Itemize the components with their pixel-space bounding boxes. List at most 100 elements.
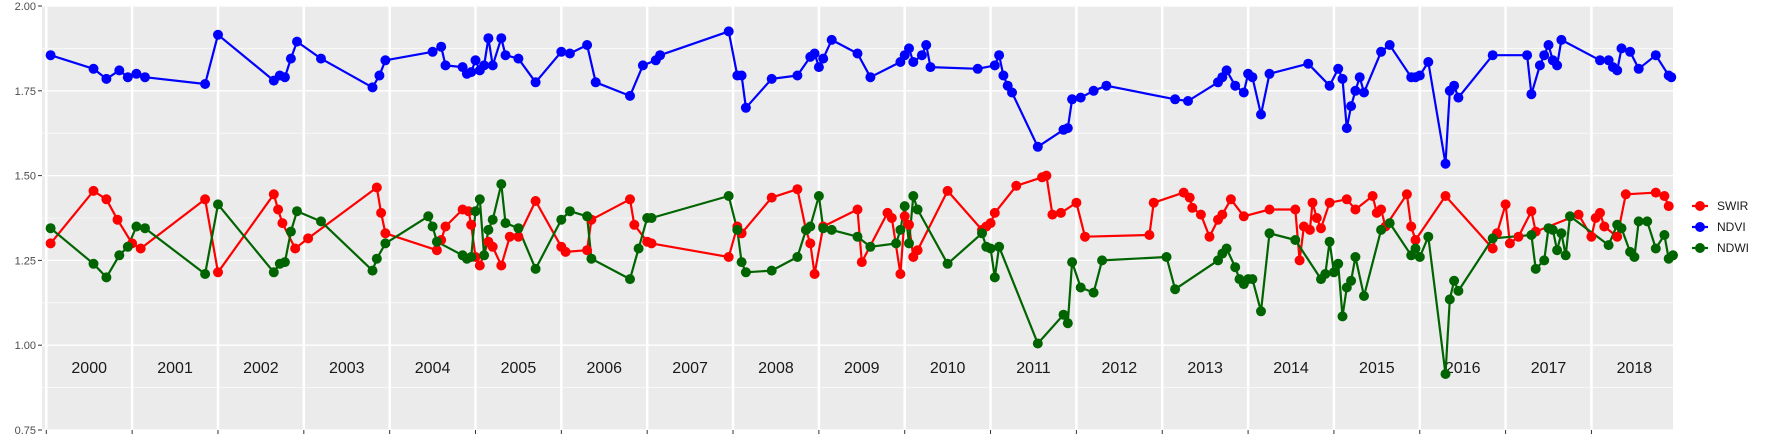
data-point-swir xyxy=(1513,231,1524,242)
data-point-swir xyxy=(1187,202,1198,213)
data-point-ndwi xyxy=(380,238,391,249)
data-point-ndvi xyxy=(1183,96,1193,106)
data-point-swir xyxy=(852,204,863,215)
y-tick-label: 2.00 xyxy=(15,1,36,13)
data-point-ndwi xyxy=(1067,257,1078,268)
data-point-swir xyxy=(303,233,314,244)
data-point-ndwi xyxy=(1565,211,1575,222)
data-point-ndwi xyxy=(908,191,919,201)
data-point-ndwi xyxy=(431,236,442,247)
data-point-swir xyxy=(466,219,477,230)
year-label: 2010 xyxy=(930,360,966,377)
data-point-ndwi xyxy=(912,204,923,215)
data-point-ndwi xyxy=(474,194,485,205)
data-point-swir xyxy=(1620,189,1631,200)
data-point-ndvi xyxy=(1449,80,1460,91)
data-point-swir xyxy=(1304,224,1315,235)
data-point-ndwi xyxy=(723,191,734,201)
data-point-ndwi xyxy=(1444,294,1455,305)
data-point-ndwi xyxy=(1384,218,1395,229)
data-point-swir xyxy=(1071,197,1082,208)
year-label: 2016 xyxy=(1445,360,1481,377)
data-point-ndvi xyxy=(925,62,936,73)
data-point-ndvi xyxy=(1303,58,1314,69)
year-label: 2000 xyxy=(71,360,107,377)
data-point-ndvi xyxy=(1616,43,1627,54)
data-point-ndwi xyxy=(1526,230,1537,240)
data-point-swir xyxy=(1324,197,1335,208)
data-point-swir xyxy=(1573,209,1584,220)
data-point-ndvi xyxy=(1221,65,1232,76)
year-labels: 2000 2001 2002 2003 2004 2005 2006 2007 2008 2009… xyxy=(71,360,1652,377)
data-point-ndvi xyxy=(479,60,490,71)
data-point-ndwi xyxy=(1376,224,1387,235)
data-point-ndwi xyxy=(792,252,803,262)
data-point-ndwi xyxy=(1337,311,1348,322)
data-point-ndvi xyxy=(1526,89,1537,100)
data-point-ndwi xyxy=(1346,275,1357,286)
data-point-swir xyxy=(277,218,288,229)
data-point-ndwi xyxy=(633,243,644,254)
data-point-ndwi xyxy=(1075,282,1086,293)
year-label: 2006 xyxy=(586,360,622,377)
data-point-swir xyxy=(1264,204,1275,215)
data-point-ndwi xyxy=(1058,309,1069,320)
year-label: 2005 xyxy=(501,360,537,377)
data-point-ndwi xyxy=(646,213,657,223)
data-point-ndvi xyxy=(1543,40,1554,50)
data-point-swir xyxy=(1184,192,1195,203)
y-tick-label: 1.25 xyxy=(15,255,36,267)
data-point-ndvi xyxy=(1350,85,1361,96)
data-point-ndvi xyxy=(131,68,142,79)
data-point-ndvi xyxy=(813,62,824,73)
data-point-swir xyxy=(1225,194,1236,205)
data-point-ndvi xyxy=(582,40,593,50)
data-point-ndvi xyxy=(904,43,914,54)
data-point-swir xyxy=(1406,221,1417,232)
data-point-swir xyxy=(1487,243,1498,254)
data-point-ndvi xyxy=(1007,87,1017,98)
year-label: 2003 xyxy=(329,360,365,377)
data-point-ndwi xyxy=(740,267,751,278)
data-point-ndvi xyxy=(852,48,863,59)
data-point-ndwi xyxy=(292,206,302,217)
data-point-swir xyxy=(1650,187,1661,198)
data-point-ndwi xyxy=(513,223,524,234)
data-point-ndwi xyxy=(1453,285,1464,296)
data-point-swir xyxy=(273,204,284,215)
data-point-ndwi xyxy=(1230,262,1241,273)
data-point-swir xyxy=(792,184,803,195)
data-point-ndvi xyxy=(972,63,983,74)
data-point-swir xyxy=(582,245,593,256)
data-point-swir xyxy=(1204,231,1215,242)
data-point-ndwi xyxy=(45,223,56,234)
data-point-ndvi xyxy=(1539,50,1550,61)
data-point-ndwi xyxy=(1616,223,1627,234)
data-point-swir xyxy=(1350,204,1361,215)
data-point-ndvi xyxy=(818,53,829,64)
data-point-swir xyxy=(1290,204,1301,215)
data-point-ndvi xyxy=(564,48,575,59)
data-point-ndwi xyxy=(805,221,816,232)
data-point-swir xyxy=(899,211,910,222)
data-point-ndvi xyxy=(921,40,932,50)
data-point-ndwi xyxy=(586,253,597,264)
data-point-ndwi xyxy=(865,241,876,252)
data-point-ndvi xyxy=(590,77,601,88)
data-point-swir xyxy=(376,207,387,218)
data-point-ndvi xyxy=(380,55,391,66)
data-point-ndvi xyxy=(200,79,211,89)
data-point-ndwi xyxy=(1088,287,1099,298)
y-tick-label: 1.75 xyxy=(15,86,36,98)
data-point-swir xyxy=(1047,209,1058,220)
data-point-ndwi xyxy=(1650,243,1661,254)
data-point-swir xyxy=(135,243,146,254)
data-point-ndwi xyxy=(1350,252,1361,262)
data-point-swir xyxy=(1041,170,1052,181)
year-label: 2018 xyxy=(1617,360,1653,377)
data-point-ndwi xyxy=(1629,252,1640,262)
data-point-swir xyxy=(809,269,820,279)
data-point-ndvi xyxy=(483,33,494,44)
data-point-ndvi xyxy=(1384,40,1395,50)
legend: SWIR NDVI NDWI xyxy=(1692,199,1749,255)
